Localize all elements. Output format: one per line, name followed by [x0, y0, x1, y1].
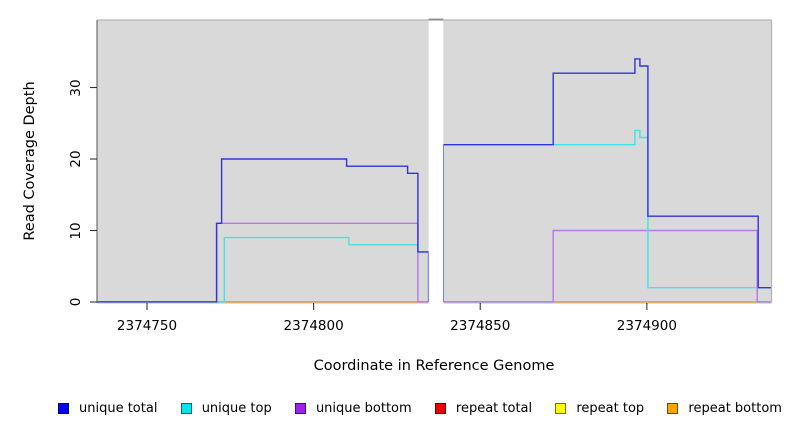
x-axis-title: Coordinate in Reference Genome: [313, 358, 555, 374]
legend: unique total unique top unique bottom repea…: [46, 398, 782, 418]
legend-label: repeat total: [455, 400, 533, 416]
legend-label: unique top: [201, 400, 272, 416]
legend-item-unique-bottom: unique bottom: [294, 400, 412, 416]
legend-swatch-repeat-bottom: [667, 402, 679, 414]
x-tick-label: 2374850: [450, 318, 511, 334]
legend-label: unique bottom: [315, 400, 412, 416]
series-line-unique-total: [442, 58, 772, 302]
series-line-unique-total: [97, 158, 430, 303]
x-tick-label: 2374750: [116, 318, 178, 334]
series-group: [97, 58, 772, 303]
series-line-unique-bottom: [443, 229, 772, 303]
legend-label: repeat top: [576, 400, 645, 416]
y-tick-label: 10: [68, 221, 84, 240]
y-axis-title: Read Coverage Depth: [22, 81, 38, 241]
legend-item-repeat-total: repeat total: [434, 400, 533, 416]
legend-swatch-repeat-top: [555, 402, 567, 414]
legend-label: unique total: [79, 400, 158, 416]
legend-item-repeat-top: repeat top: [555, 401, 644, 416]
axis-break-cap: [428, 18, 444, 21]
x-tick-label: 2374900: [616, 318, 677, 334]
legend-swatch-repeat-total: [434, 402, 446, 414]
legend-swatch-unique-top: [180, 402, 192, 414]
legend-swatch-unique-bottom: [294, 402, 306, 414]
y-tick-label: 0: [68, 297, 84, 307]
y-tick-label: 20: [68, 150, 84, 168]
legend-item-repeat-bottom: repeat bottom: [667, 401, 782, 416]
x-tick-label: 2374800: [283, 318, 344, 334]
axis-ticks: [90, 86, 648, 310]
y-tick-label: 30: [68, 78, 84, 97]
legend-item-unique-total: unique total: [58, 401, 157, 416]
legend-item-unique-top: unique top: [180, 400, 272, 416]
legend-swatch-unique-total: [58, 402, 69, 414]
legend-label: repeat bottom: [688, 400, 782, 416]
axis-break-band: [428, 20, 444, 305]
